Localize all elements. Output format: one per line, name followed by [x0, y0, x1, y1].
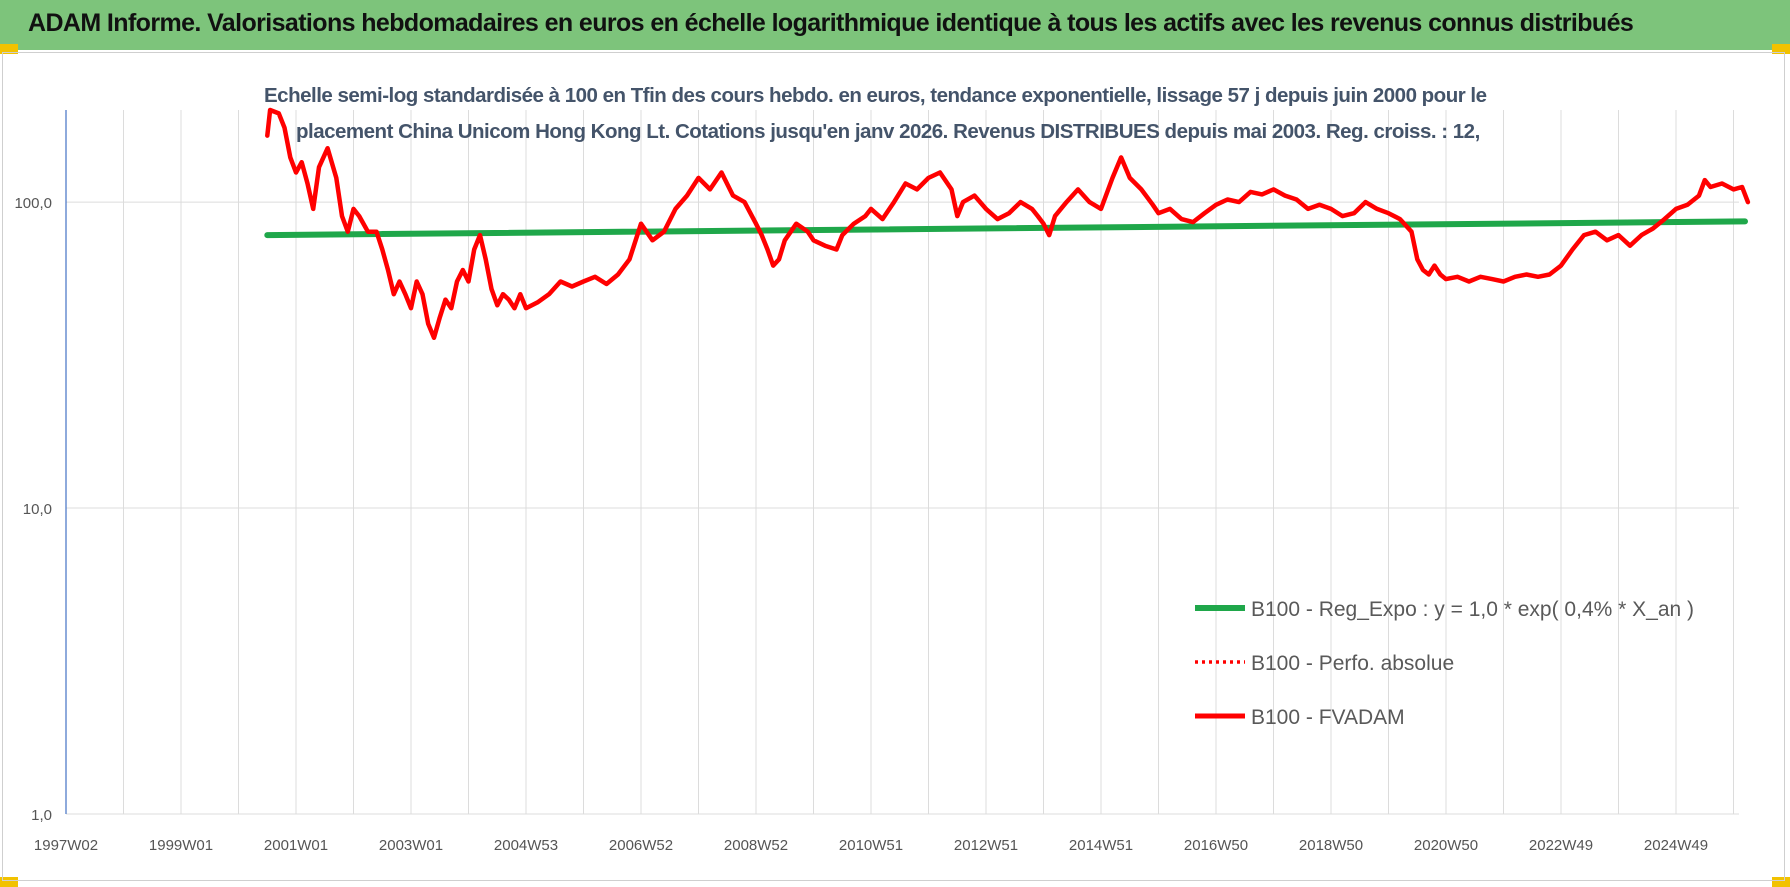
page-title: ADAM Informe. Valorisations hebdomadaire… [28, 9, 1634, 37]
x-tick-label: 2010W51 [839, 837, 903, 854]
x-tick-label: 2014W51 [1069, 837, 1133, 854]
x-tick-label: 1999W01 [149, 837, 213, 854]
chart-title: Echelle semi-log standardisée à 100 en T… [264, 78, 1564, 150]
chart-title-line2: placement China Unicom Hong Kong Lt. Cot… [296, 120, 1480, 143]
corner-marker-right [1772, 44, 1790, 54]
x-tick-label: 2004W53 [494, 837, 558, 854]
x-tick-label: 2001W01 [264, 837, 328, 854]
header-bar: ADAM Informe. Valorisations hebdomadaire… [0, 0, 1790, 50]
x-tick-label: 2024W49 [1644, 837, 1708, 854]
legend-label: B100 - FVADAM [1251, 706, 1405, 729]
y-tick-labels: 1,0 10,0 100,0 [14, 195, 52, 824]
series-line-2 [265, 107, 1751, 341]
x-tick-label: 2022W49 [1529, 837, 1593, 854]
x-tick-label: 1997W02 [34, 837, 98, 854]
x-tick-label: 2012W51 [954, 837, 1018, 854]
y-tick-label: 100,0 [14, 195, 52, 212]
corner-marker-bottom-right [1772, 877, 1790, 887]
x-tick-label: 2016W50 [1184, 837, 1248, 854]
x-tick-label: 2008W52 [724, 837, 788, 854]
grid-lines [65, 110, 1739, 815]
legend-label: B100 - Reg_Expo : y = 1,0 * exp( 0,4% * … [1251, 598, 1694, 621]
y-tick-label: 1,0 [31, 807, 52, 824]
chart-frame [2, 52, 1785, 881]
legend: B100 - Reg_Expo : y = 1,0 * exp( 0,4% * … [1195, 598, 1694, 729]
chart-title-line1: Echelle semi-log standardisée à 100 en T… [264, 84, 1487, 107]
x-tick-label: 2020W50 [1414, 837, 1478, 854]
legend-label: B100 - Perfo. absolue [1251, 652, 1454, 675]
series-group [264, 107, 1751, 341]
x-tick-label: 2006W52 [609, 837, 673, 854]
y-tick-label: 10,0 [23, 501, 52, 518]
x-tick-labels: 1997W02 1999W01 2001W01 2003W01 2004W53 2006W… [34, 837, 1708, 854]
corner-marker-bottom-left [0, 877, 18, 887]
corner-marker-left [0, 44, 18, 54]
x-tick-label: 2018W50 [1299, 837, 1363, 854]
x-tick-label: 2003W01 [379, 837, 443, 854]
series-line-0 [264, 218, 1748, 239]
